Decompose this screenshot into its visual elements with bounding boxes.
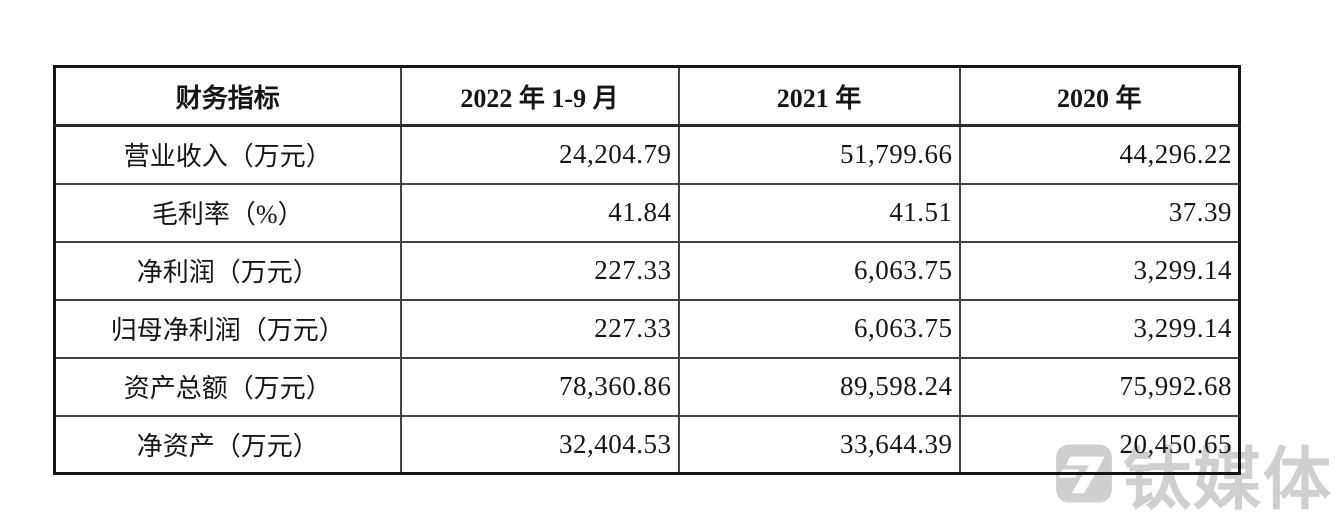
cell-value: 44,296.22 [958,124,1241,185]
cell-value: 6,063.75 [677,240,961,301]
cell-value: 41.51 [677,182,961,243]
col-header-2021: 2021 年 [677,65,961,127]
row-label: 净利润（万元） [53,240,402,301]
cell-value: 227.33 [399,298,680,359]
cell-value: 20,450.65 [958,414,1241,475]
cell-value: 89,598.24 [677,356,961,417]
table-row-gross-margin: 毛利率（%） 41.84 41.51 37.39 [53,182,1241,243]
cell-value: 78,360.86 [399,356,680,417]
cell-value: 3,299.14 [958,240,1241,301]
cell-value: 41.84 [399,182,680,243]
table-row-total-assets: 资产总额（万元） 78,360.86 89,598.24 75,992.68 [53,356,1241,417]
table-row-net-assets: 净资产（万元） 32,404.53 33,644.39 20,450.65 [53,414,1241,475]
cell-value: 6,063.75 [677,298,961,359]
col-header-indicator: 财务指标 [53,65,402,127]
row-label: 净资产（万元） [53,414,402,475]
col-header-2020: 2020 年 [958,65,1241,127]
row-label: 营业收入（万元） [53,124,402,185]
row-label: 归母净利润（万元） [53,298,402,359]
cell-value: 3,299.14 [958,298,1241,359]
financial-indicators-table: 财务指标 2022 年 1-9 月 2021 年 2020 年 营业收入（万元）… [53,65,1241,475]
cell-value: 227.33 [399,240,680,301]
header-row: 财务指标 2022 年 1-9 月 2021 年 2020 年 [53,65,1241,127]
row-label: 资产总额（万元） [53,356,402,417]
table-row-net-profit: 净利润（万元） 227.33 6,063.75 3,299.14 [53,240,1241,301]
col-header-2022-1-9: 2022 年 1-9 月 [399,65,680,127]
row-label: 毛利率（%） [53,182,402,243]
cell-value: 33,644.39 [677,414,961,475]
table-row-net-profit-attributable: 归母净利润（万元） 227.33 6,063.75 3,299.14 [53,298,1241,359]
cell-value: 37.39 [958,182,1241,243]
table-row-revenue: 营业收入（万元） 24,204.79 51,799.66 44,296.22 [53,124,1241,185]
cell-value: 24,204.79 [399,124,680,185]
cell-value: 75,992.68 [958,356,1241,417]
cell-value: 32,404.53 [399,414,680,475]
cell-value: 51,799.66 [677,124,961,185]
